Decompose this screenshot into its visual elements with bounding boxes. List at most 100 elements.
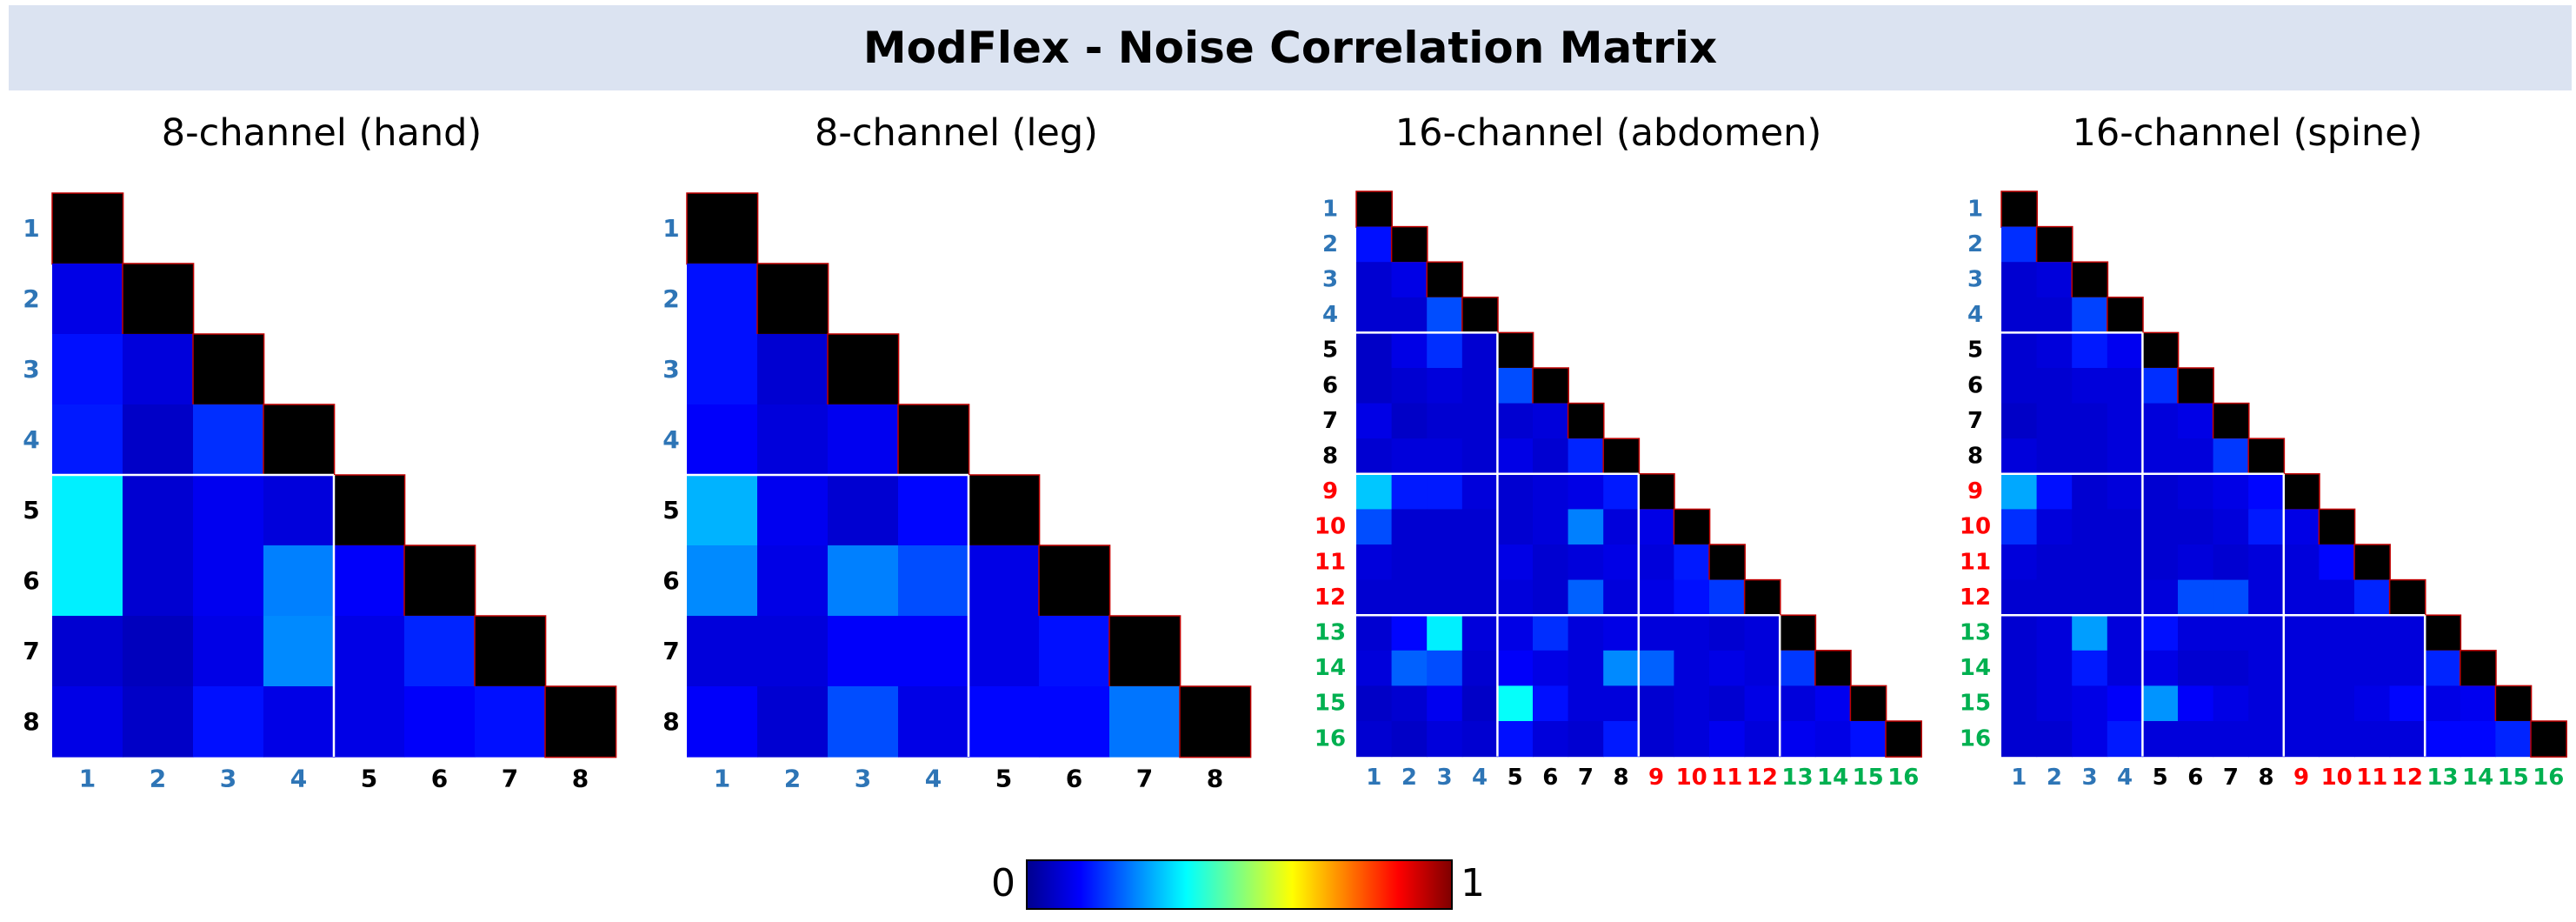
column-label: 5 [2153,765,2168,791]
correlation-cell [1497,721,1534,758]
column-label: 11 [2356,765,2387,791]
correlation-cell [1039,616,1110,687]
correlation-cell [2425,685,2461,722]
correlation-cell [2178,579,2214,616]
correlation-cell [1461,721,1498,758]
correlation-cell [2178,403,2214,439]
correlation-cell [2001,685,2038,722]
row-label: 4 [662,425,679,454]
diagonal-cell [1496,331,1534,370]
row-label: 6 [1322,372,1338,398]
diagonal-cell [192,333,265,406]
column-label: 3 [855,765,871,793]
correlation-cell [1638,615,1674,651]
correlation-cell [1780,650,1816,686]
correlation-cell [2213,579,2249,616]
correlation-cell [1497,650,1534,686]
correlation-cell [1427,368,1463,404]
diagonal-cell [1179,685,1252,758]
correlation-cell [1568,438,1604,475]
correlation-cell [757,616,829,687]
row-label: 8 [23,707,39,736]
correlation-cell [2142,509,2179,545]
correlation-cell [2107,579,2143,616]
correlation-cell [898,616,969,687]
correlation-cell [1391,545,1428,581]
correlation-cell [1356,615,1393,651]
column-label: 5 [361,765,377,793]
row-label: 6 [1967,372,1983,398]
column-label: 3 [1436,765,1452,791]
correlation-cell [2354,685,2391,722]
correlation-cell [1391,403,1428,439]
row-label: 14 [1960,655,1991,681]
row-label: 1 [1967,196,1983,222]
correlation-cell [1603,473,1640,510]
row-label: 13 [1315,620,1346,646]
correlation-cell [1497,545,1534,581]
correlation-cell [1744,650,1781,686]
row-label: 4 [1967,302,1983,328]
correlation-cell [1568,721,1604,758]
column-label: 6 [1066,765,1082,793]
column-label: 1 [79,765,96,793]
correlation-cell [2036,685,2073,722]
correlation-cell [2072,545,2108,581]
correlation-cell [2389,685,2426,722]
row-label: 15 [1960,691,1991,717]
correlation-cell [123,404,194,476]
column-label: 2 [2047,765,2062,791]
correlation-cell [1356,262,1393,298]
correlation-cell [2495,721,2532,758]
correlation-cell [757,545,829,617]
correlation-cell [2001,226,2038,263]
correlation-cell [2036,721,2073,758]
correlation-cell [2142,368,2179,404]
correlation-cell [2001,721,2038,758]
correlation-cell [2283,579,2320,616]
correlation-cell [2107,403,2143,439]
correlation-cell [2178,650,2214,686]
correlation-cell [2072,685,2108,722]
correlation-cell [1638,509,1674,545]
correlation-cell [2283,721,2320,758]
correlation-cell [2213,545,2249,581]
diagonal-cell [403,545,476,618]
row-label: 1 [662,214,679,243]
correlation-cell [1709,685,1746,722]
diagonal-cell [1708,544,1746,581]
diagonal-cell [544,685,617,758]
correlation-cell [52,545,123,617]
row-label: 3 [1967,267,1983,293]
column-label: 9 [2293,765,2309,791]
diagonal-cell [122,263,195,336]
correlation-cell [2389,650,2426,686]
correlation-cell [1427,473,1463,510]
diagonal-cell [333,474,406,547]
correlation-cell [2107,368,2143,404]
correlation-cell [1427,685,1463,722]
column-label: 13 [2426,765,2458,791]
correlation-cell [2283,615,2320,651]
row-label: 14 [1315,655,1346,681]
correlation-cell [1603,579,1640,616]
correlation-cell [828,545,899,617]
correlation-cell [2072,650,2108,686]
correlation-cell [2319,545,2355,581]
column-label: 8 [1207,765,1223,793]
correlation-cell [1603,615,1640,651]
correlation-cell [1533,615,1569,651]
correlation-cell [687,264,758,335]
correlation-cell [2001,650,2038,686]
correlation-cell [2142,438,2179,475]
diagonal-cell [756,263,829,336]
correlation-cell [52,475,123,546]
correlation-cell [1391,650,1428,686]
correlation-cell [1744,615,1781,651]
diagonal-cell [2530,720,2567,758]
correlation-cell [2036,403,2073,439]
correlation-cell [263,545,335,617]
correlation-cell [2319,685,2355,722]
correlation-cell [1391,721,1428,758]
